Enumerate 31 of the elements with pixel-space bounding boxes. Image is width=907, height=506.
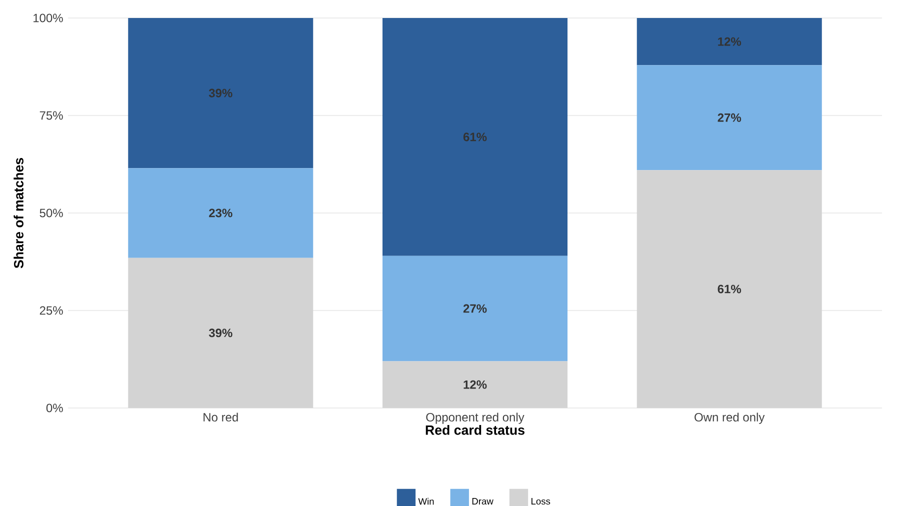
bar — [128, 258, 314, 408]
y-tick-label: 25% — [40, 306, 63, 315]
bar — [382, 256, 568, 362]
y-axis-title: Share of matches — [14, 158, 24, 268]
bar — [382, 361, 568, 408]
data-label: 61% — [718, 284, 742, 294]
bar — [636, 170, 822, 408]
bar — [382, 18, 568, 256]
bar — [128, 168, 314, 258]
data-label: 61% — [463, 132, 487, 142]
data-label: 39% — [208, 88, 232, 98]
x-tick-label: Own red only — [694, 412, 765, 424]
legend-label: Win — [418, 498, 434, 505]
bar — [636, 18, 822, 66]
legend-label: Loss — [532, 498, 550, 505]
y-tick-label: 100% — [34, 14, 63, 22]
x-tick-label: Opponent red only — [426, 412, 524, 424]
data-label: 39% — [208, 328, 232, 338]
bar — [636, 65, 822, 170]
x-tick-label: No red — [204, 412, 238, 422]
data-label: 27% — [718, 113, 742, 122]
legend-label: Draw — [472, 498, 494, 505]
bar — [128, 18, 314, 168]
x-axis-title: Red card status — [426, 425, 524, 435]
y-tick-label: 0% — [46, 404, 63, 412]
data-label: 27% — [463, 304, 487, 313]
y-tick-label: 50% — [40, 208, 63, 218]
data-label: 12% — [464, 380, 487, 389]
data-label: 12% — [718, 37, 742, 46]
data-label: 23% — [209, 208, 232, 218]
y-tick-label: 75% — [40, 111, 63, 120]
